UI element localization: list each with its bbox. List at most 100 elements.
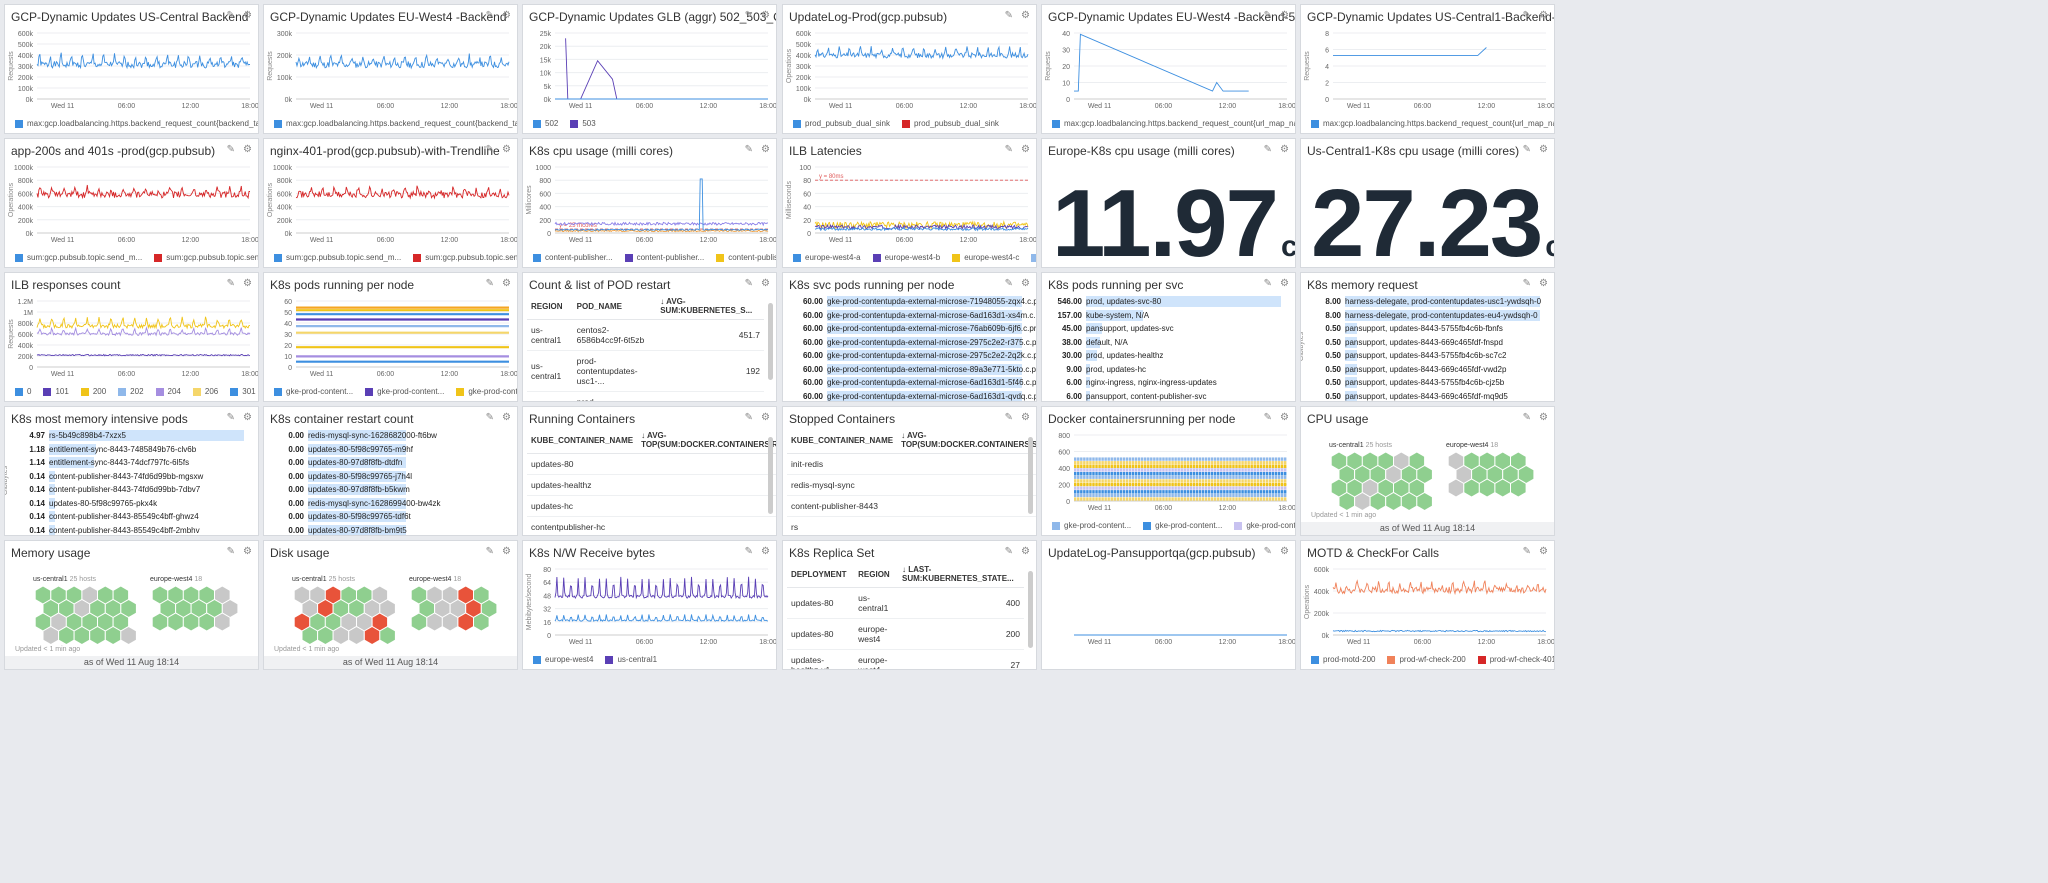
widget-w27[interactable]: UpdateLog-Pansupportqa(gcp.pubsub) ✎ ⚙ Wed … (1041, 540, 1296, 670)
settings-icon[interactable]: ⚙ (1539, 412, 1548, 423)
toplist-row[interactable]: 60.00 gke-prod-contentupda-external-micro… (789, 295, 1036, 309)
settings-icon[interactable]: ⚙ (243, 10, 252, 21)
host-hexagon[interactable] (120, 625, 137, 646)
toplist-row[interactable]: 0.00 updates-80-5f98c99765-tdf6t (270, 510, 509, 524)
host-hexagon[interactable] (348, 625, 365, 646)
settings-icon[interactable]: ⚙ (1539, 10, 1548, 21)
toplist-row[interactable]: 1.18 entitlement-sync-8443-7485849b76-clv… (11, 443, 250, 457)
host-hexagon[interactable] (317, 625, 334, 646)
widget-w4[interactable]: UpdateLog-Prod(gcp.pubsub) ✎ ⚙ 600k 500k 400k… (782, 4, 1037, 134)
toplist-row[interactable]: 0.14 content-publisher-8443-74fd6d99bb-mg… (11, 470, 250, 484)
toplist-row[interactable]: 0.50 pansupport, updates-8443-669c465fdf-… (1307, 363, 1546, 377)
toplist-row[interactable]: 0.50 pansupport, updates-8443-5755fb4c6b-… (1307, 376, 1546, 390)
settings-icon[interactable]: ⚙ (1021, 144, 1030, 155)
legend-item[interactable]: gke-prod-content... (1143, 521, 1222, 530)
legend-item[interactable]: prod-wf-check-200 (1387, 655, 1466, 664)
toplist-row[interactable]: 157.00 kube-system, N/A (1048, 309, 1287, 323)
toplist-row[interactable]: 0.14 content-publisher-8443-85549c4bff-gh… (11, 510, 250, 524)
host-hexagon[interactable] (473, 612, 490, 632)
host-hexagon[interactable] (301, 625, 319, 646)
table-row[interactable]: us-central1 prod-contentupdates-usc1-... 1… (527, 350, 764, 392)
settings-icon[interactable]: ⚙ (1539, 278, 1548, 289)
column-header[interactable]: REGION (854, 561, 898, 588)
column-header[interactable]: ↓ AVG-SUM:KUBERNETES_S... (656, 293, 764, 320)
widget-w12[interactable]: Us-Central1-K8s cpu usage (milli cores) ✎… (1300, 138, 1555, 268)
widget-w13[interactable]: ILB responses count ✎ ⚙ 1.2M 1M 800k 600k 400k 2… (4, 272, 259, 402)
legend-item[interactable]: 202 (118, 387, 144, 396)
toplist-row[interactable]: 0.00 updates-80-97d8f8fb-bm9t5 (270, 524, 509, 535)
settings-icon[interactable]: ⚙ (243, 144, 252, 155)
settings-icon[interactable]: ⚙ (761, 546, 770, 557)
widget-w5[interactable]: GCP-Dynamic Updates EU-West4 -Backend-50… (1041, 4, 1296, 134)
host-hexagon[interactable] (214, 612, 231, 632)
legend-item[interactable]: content-publisher... (716, 253, 776, 262)
legend-item[interactable]: gke-prod-content... (274, 387, 353, 396)
edit-icon[interactable]: ✎ (226, 10, 236, 21)
legend-item[interactable]: content-publisher... (624, 253, 704, 262)
edit-icon[interactable]: ✎ (744, 10, 754, 21)
host-hexagon[interactable] (104, 625, 122, 646)
legend-item[interactable]: 503 (570, 119, 596, 128)
toplist-row[interactable]: 60.00 gke-prod-contentupda-external-micro… (789, 322, 1036, 336)
edit-icon[interactable]: ✎ (1522, 278, 1532, 289)
toplist-row[interactable]: 45.00 pansupport, updates-svc (1048, 322, 1287, 336)
widget-w11[interactable]: Europe-K8s cpu usage (milli cores) ✎ ⚙ 11.9… (1041, 138, 1296, 268)
edit-icon[interactable]: ✎ (485, 10, 495, 21)
table-row[interactable]: updates-80546 (527, 453, 776, 475)
legend-item[interactable]: europe-west4 (533, 655, 593, 664)
edit-icon[interactable]: ✎ (744, 546, 754, 557)
legend-item[interactable]: 0 (15, 387, 31, 396)
toplist-row[interactable]: 0.50 pansupport, updates-8443-5755fb4c6b-… (1307, 322, 1546, 336)
settings-icon[interactable]: ⚙ (1021, 412, 1030, 423)
widget-w16[interactable]: K8s svc pods running per node ✎ ⚙ 60.00 gke-… (782, 272, 1037, 402)
toplist-row[interactable]: 8.00 harness-delegate, prod-contentupdate… (1307, 309, 1546, 323)
host-hexagon[interactable] (151, 612, 169, 632)
edit-icon[interactable]: ✎ (485, 546, 495, 557)
widget-w19b[interactable]: Stopped Containers ✎ ⚙ KUBE_CONTAINER_NAME ↓… (782, 406, 1037, 536)
host-hexagon[interactable] (332, 625, 350, 646)
scrollbar[interactable] (768, 303, 773, 380)
edit-icon[interactable]: ✎ (485, 144, 495, 155)
toplist-row[interactable]: 0.50 pansupport, updates-8443-669c465fdf-… (1307, 336, 1546, 350)
settings-icon[interactable]: ⚙ (1021, 278, 1030, 289)
edit-icon[interactable]: ✎ (1004, 412, 1014, 423)
legend-item[interactable]: 301 (230, 387, 256, 396)
settings-icon[interactable]: ⚙ (1280, 10, 1289, 21)
legend-item[interactable]: max:gcp.loadbalancing.https.backend_requ… (15, 119, 258, 128)
widget-w8[interactable]: nginx-401-prod(gcp.pubsub)-with-Trendlin… (263, 138, 518, 268)
edit-icon[interactable]: ✎ (1263, 412, 1273, 423)
legend-item[interactable]: gke-prod-content... (365, 387, 444, 396)
settings-icon[interactable]: ⚙ (502, 144, 511, 155)
widget-w20[interactable]: Docker containersrunning per node ✎ ⚙ 800 60… (1041, 406, 1296, 536)
host-hexagon[interactable] (182, 612, 200, 632)
widget-w21[interactable]: K8s most memory intensive pods ✎ ⚙ 4.97 rs-5… (4, 406, 259, 536)
toplist-row[interactable]: 0.00 updates-80-97d8f8fb-dtdfn (270, 456, 509, 470)
table-row[interactable]: contentpublisher-hc6 (527, 516, 776, 535)
widget-w23[interactable]: CPU usage ✎ ⚙ us-central1 25 hosts europe-we… (1300, 406, 1555, 536)
legend-item[interactable]: max:gcp.loadbalancing.https.backend_requ… (1052, 119, 1295, 128)
widget-w2[interactable]: GCP-Dynamic Updates EU-West4 -Backend ✎ ⚙ 3… (263, 4, 518, 134)
edit-icon[interactable]: ✎ (226, 546, 236, 557)
legend-item[interactable]: gke-prod-content... (456, 387, 517, 396)
hostmap[interactable]: us-central1 25 hosts europe-west4 18 (264, 561, 517, 653)
settings-icon[interactable]: ⚙ (502, 278, 511, 289)
toplist-row[interactable]: 0.00 updates-80-5f98c99765-j7h4l (270, 470, 509, 484)
legend-item[interactable]: 204 (155, 387, 181, 396)
legend-item[interactable]: max:gcp.loadbalancing.https.backend_requ… (274, 119, 517, 128)
settings-icon[interactable]: ⚙ (502, 546, 511, 557)
toplist-row[interactable]: 0.00 redis-mysql-sync-1628682000-ft6bw (270, 429, 509, 443)
widget-w9[interactable]: K8s cpu usage (milli cores) ✎ ⚙ 1000 800 600 4… (522, 138, 777, 268)
widget-w18[interactable]: K8s memory request ✎ ⚙ 8.00 harness-delegate… (1300, 272, 1555, 402)
column-header[interactable]: REGION (527, 293, 573, 320)
scrollbar[interactable] (1028, 437, 1033, 514)
host-hexagon[interactable] (1385, 491, 1402, 512)
edit-icon[interactable]: ✎ (226, 412, 236, 423)
settings-icon[interactable]: ⚙ (502, 10, 511, 21)
edit-icon[interactable]: ✎ (744, 412, 754, 423)
host-hexagon[interactable] (363, 625, 381, 646)
